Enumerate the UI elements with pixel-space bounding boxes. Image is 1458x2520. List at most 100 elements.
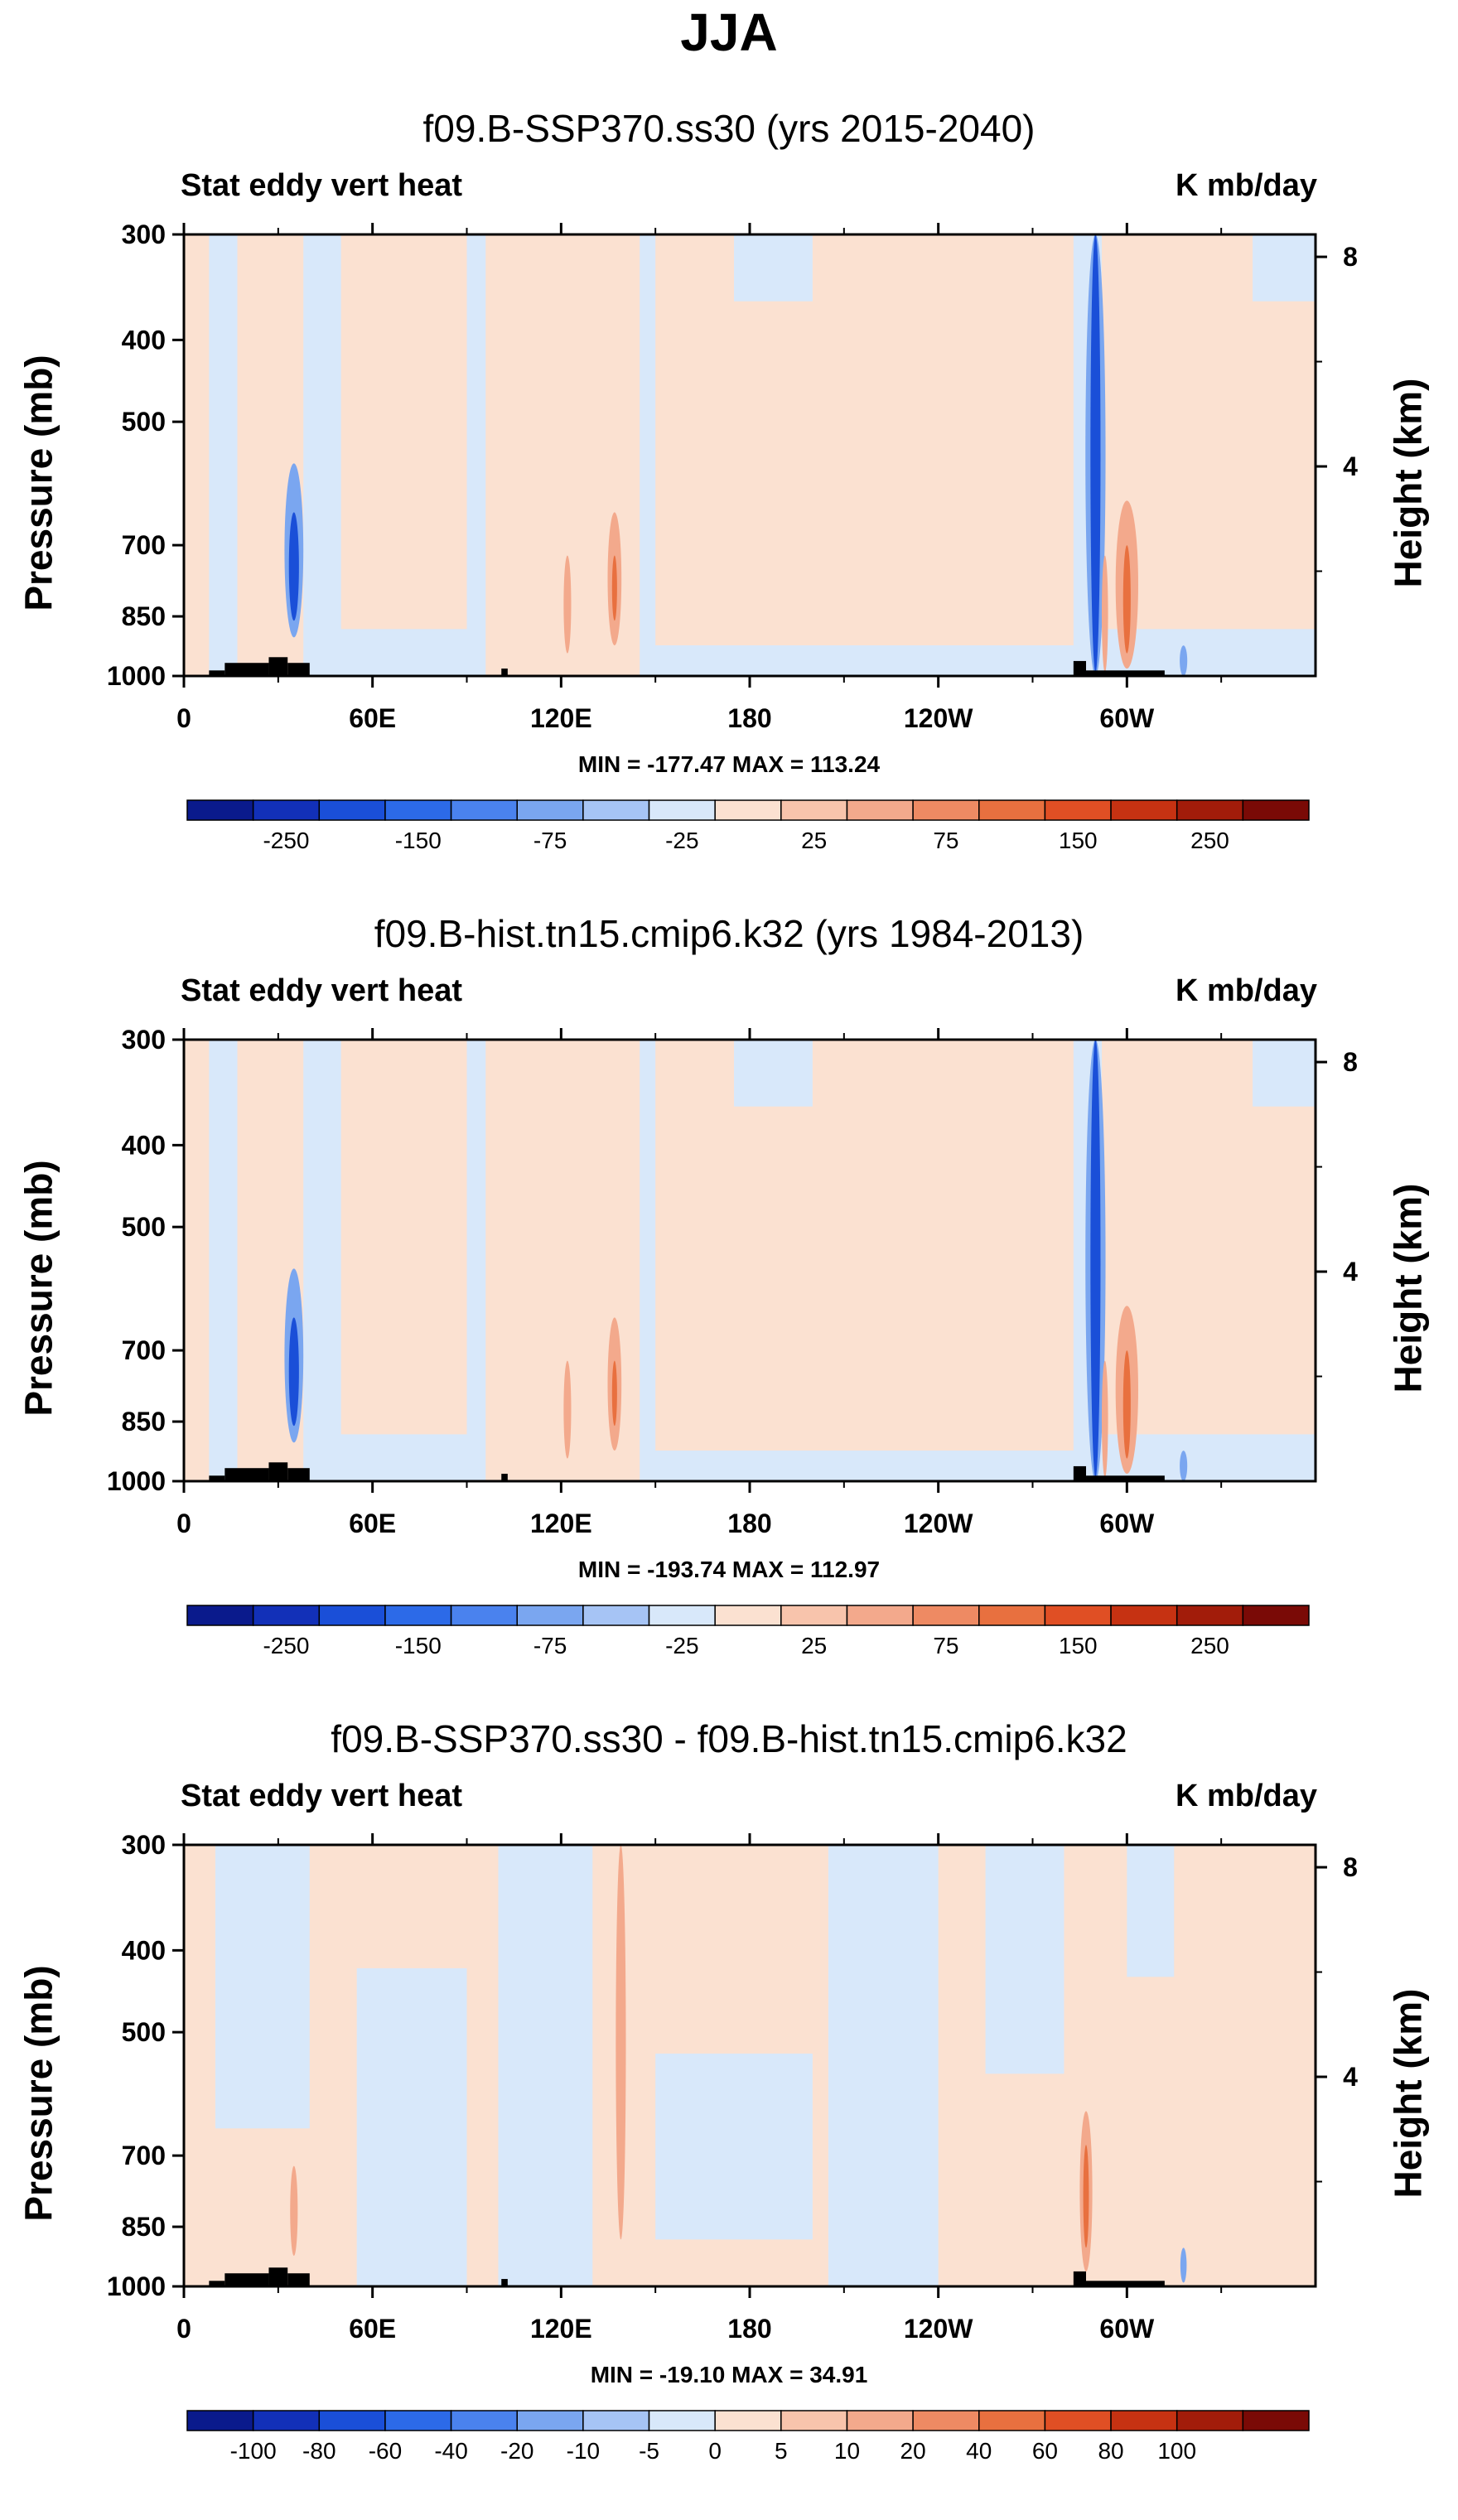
colorbar-box xyxy=(1044,2410,1112,2431)
topography-mask xyxy=(224,2273,269,2286)
contour-fill-positive-moderate xyxy=(290,2165,298,2257)
contour-fill-positive-strong xyxy=(611,555,617,621)
contour-fill-strong-negative xyxy=(1090,234,1101,673)
y2-tick-label: 4 xyxy=(1343,451,1358,481)
topography-mask xyxy=(501,2279,508,2286)
topography-mask xyxy=(287,2273,310,2286)
colorbar: -250 -150 -75 -25 25 75 150 250 xyxy=(186,1605,1310,1658)
colorbar-box xyxy=(714,2410,782,2431)
contour-fill-positive xyxy=(340,234,467,630)
y-tick-label: 850 xyxy=(122,601,166,631)
colorbar-box xyxy=(450,2410,518,2431)
topography-mask xyxy=(501,669,508,676)
colorbar-box xyxy=(450,799,518,821)
topography-mask xyxy=(1073,660,1087,676)
contour-fill-negative xyxy=(985,1845,1065,2074)
colorbar-label: 250 xyxy=(1190,1633,1229,1658)
panel-ssp370: f09.B-SSP370.ss30 (yrs 2015-2040) Stat e… xyxy=(0,106,1458,910)
colorbar-box xyxy=(912,1605,980,1626)
contour-fill-negative xyxy=(734,1040,813,1107)
colorbar-box xyxy=(1176,2410,1244,2431)
topography-mask xyxy=(1073,2271,1087,2286)
y-tick-label: 400 xyxy=(122,325,166,355)
colorbar-box xyxy=(450,1605,518,1626)
y2-tick-label: 8 xyxy=(1343,242,1358,272)
colorbar-box xyxy=(1110,799,1178,821)
contour-fill-negative xyxy=(1180,645,1188,677)
colorbar-box xyxy=(1044,799,1112,821)
contour-field xyxy=(184,1040,1316,1481)
contour-fill-positive-moderate xyxy=(616,1845,626,2240)
topography-mask xyxy=(209,670,225,676)
colorbar-box xyxy=(912,2410,980,2431)
y2-tick-label: 4 xyxy=(1343,2062,1358,2092)
panel-title: f09.B-SSP370.ss30 (yrs 2015-2040) xyxy=(422,107,1036,150)
colorbar-box xyxy=(1176,799,1244,821)
colorbar-label: 150 xyxy=(1059,1633,1098,1658)
colorbar-label: 25 xyxy=(801,828,827,853)
colorbar-box xyxy=(846,799,914,821)
colorbar-box xyxy=(1044,1605,1112,1626)
topography-mask xyxy=(1086,2281,1165,2286)
colorbar-box xyxy=(1242,2410,1310,2431)
colorbar-box xyxy=(384,799,452,821)
colorbar-box xyxy=(582,799,650,821)
colorbar-box xyxy=(978,799,1046,821)
contour-fill-positive-moderate xyxy=(563,1360,572,1459)
topography-mask xyxy=(1086,1475,1165,1481)
x-tick-label: 60E xyxy=(349,1509,396,1538)
y2-tick-label: 8 xyxy=(1343,1047,1358,1077)
contour-fill-negative xyxy=(215,1845,310,2129)
colorbar: -100 -80 -60 -40 -20 -10 -5 0 5 10 20 40 60 80 100 xyxy=(186,2410,1310,2464)
contour-fill-positive-strong xyxy=(1122,1350,1131,1459)
y-tick-label: 1000 xyxy=(107,661,166,691)
colorbar-box xyxy=(318,1605,386,1626)
colorbar-label: -75 xyxy=(533,828,567,853)
colorbar-label: 250 xyxy=(1190,828,1229,853)
colorbar: -250 -150 -75 -25 25 75 150 250 xyxy=(186,799,1310,853)
x-tick-label: 60W xyxy=(1099,703,1155,733)
topography-mask xyxy=(209,2281,225,2286)
variable-label: Stat eddy vert heat xyxy=(181,973,462,1008)
contour-fill-negative xyxy=(498,1845,593,2286)
colorbar-label: -20 xyxy=(500,2438,533,2464)
topography-mask xyxy=(287,663,310,676)
colorbar-box xyxy=(252,1605,321,1626)
colorbar-box xyxy=(978,1605,1046,1626)
units-label: K mb/day xyxy=(1175,1779,1317,1813)
colorbar-box xyxy=(912,799,980,821)
x-tick-label: 0 xyxy=(176,703,191,733)
colorbar-label: 10 xyxy=(834,2438,860,2464)
contour-fill-strong-negative xyxy=(288,512,299,621)
colorbar-label: -25 xyxy=(665,1633,698,1658)
colorbar-box xyxy=(648,799,716,821)
colorbar-box xyxy=(582,1605,650,1626)
colorbar-label: -250 xyxy=(263,1633,309,1658)
y-tick-label: 700 xyxy=(122,530,166,560)
contour-fill-negative xyxy=(1253,234,1316,302)
colorbar-box xyxy=(516,799,584,821)
topography-mask xyxy=(224,1468,269,1481)
colorbar-label: 150 xyxy=(1059,828,1098,853)
colorbar-label: 0 xyxy=(708,2438,722,2464)
colorbar-label: -150 xyxy=(395,828,442,853)
x-tick-label: 120E xyxy=(530,703,592,733)
contour-plot: 0 60E 120E 180 120W 60W300400500700850100048-… xyxy=(107,1830,1358,2464)
min-max-text: MIN = -193.74 MAX = 112.97 xyxy=(577,1557,881,1582)
topography-mask xyxy=(268,657,288,676)
colorbar-box xyxy=(384,1605,452,1626)
y-tick-label: 300 xyxy=(122,220,166,249)
colorbar-label: -5 xyxy=(639,2438,659,2464)
contour-plot: 0 60E 120E 180 120W 60W300400500700850100048-… xyxy=(107,1025,1358,1658)
y-tick-label: 700 xyxy=(122,1335,166,1365)
panel-hist: f09.B-hist.tn15.cmip6.k32 (yrs 1984-2013… xyxy=(0,911,1458,1715)
colorbar-label: -40 xyxy=(434,2438,467,2464)
y-tick-label: 400 xyxy=(122,1935,166,1965)
y-tick-label: 300 xyxy=(122,1830,166,1860)
colorbar-box xyxy=(978,2410,1046,2431)
colorbar-box xyxy=(780,799,848,821)
colorbar-label: 40 xyxy=(966,2438,992,2464)
x-tick-label: 0 xyxy=(176,1509,191,1538)
colorbar-box xyxy=(516,1605,584,1626)
colorbar-box xyxy=(1110,1605,1178,1626)
